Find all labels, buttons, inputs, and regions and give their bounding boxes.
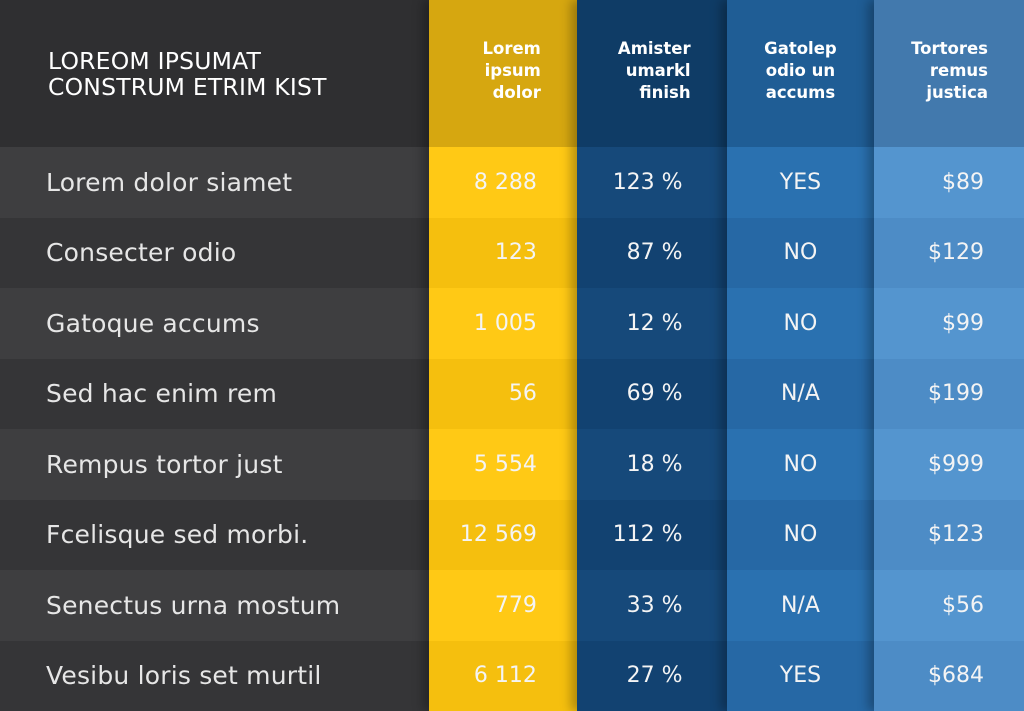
column-header: Lorem ipsum dolor bbox=[429, 0, 577, 147]
cell-value: 12 % bbox=[576, 288, 727, 359]
cell-value: 87 % bbox=[576, 217, 727, 288]
cell-value: N/A bbox=[726, 570, 875, 641]
column-header-line: ipsum bbox=[484, 61, 541, 80]
column-header: Tortores remus justica bbox=[874, 0, 1024, 147]
column-header: Amister umarkl finish bbox=[576, 0, 727, 147]
cell-value: 5 554 bbox=[429, 429, 577, 500]
table-title-line-2: CONSTRUM ETRIM KIST bbox=[48, 73, 327, 101]
cell-value: 33 % bbox=[576, 570, 727, 641]
row-label: Senectus urna mostum bbox=[0, 570, 430, 641]
cell-value: 27 % bbox=[576, 640, 727, 711]
row-label: Consecter odio bbox=[0, 217, 430, 288]
cell-value: 56 bbox=[429, 358, 577, 429]
cell-value: $89 bbox=[874, 147, 1024, 218]
column-header-line: umarkl bbox=[625, 61, 691, 80]
row-labels-column: LOREOM IPSUMAT CONSTRUM ETRIM KIST Lorem… bbox=[0, 0, 430, 711]
column-header-line: Tortores bbox=[911, 39, 988, 58]
cell-value: NO bbox=[726, 429, 875, 500]
cell-value: NO bbox=[726, 499, 875, 570]
column-gatolep-odio-un-accums: Gatolep odio un accums YES NO NO N/A NO … bbox=[726, 0, 875, 711]
cell-value: NO bbox=[726, 288, 875, 359]
cell-value: $123 bbox=[874, 499, 1024, 570]
row-label: Vesibu loris set murtil bbox=[0, 640, 430, 711]
cell-value: $129 bbox=[874, 217, 1024, 288]
cell-value: 18 % bbox=[576, 429, 727, 500]
row-label: Fcelisque sed morbi. bbox=[0, 499, 430, 570]
column-lorem-ipsum-dolor: Lorem ipsum dolor 8 288 123 1 005 56 5 5… bbox=[429, 0, 577, 711]
column-header-line: Amister bbox=[617, 39, 691, 58]
cell-value: YES bbox=[726, 147, 875, 218]
column-header-line: justica bbox=[926, 83, 988, 102]
cell-value: $56 bbox=[874, 570, 1024, 641]
column-header-line: dolor bbox=[492, 83, 541, 102]
column-header-line: Gatolep bbox=[764, 39, 837, 58]
column-tortores-remus-justica: Tortores remus justica $89 $129 $99 $199… bbox=[874, 0, 1024, 711]
cell-value: 8 288 bbox=[429, 147, 577, 218]
column-header-line: remus bbox=[929, 61, 988, 80]
cell-value: $199 bbox=[874, 358, 1024, 429]
cell-value: YES bbox=[726, 640, 875, 711]
cell-value: $99 bbox=[874, 288, 1024, 359]
cell-value: 123 % bbox=[576, 147, 727, 218]
table-title: LOREOM IPSUMAT CONSTRUM ETRIM KIST bbox=[0, 0, 430, 147]
cell-value: N/A bbox=[726, 358, 875, 429]
column-header: Gatolep odio un accums bbox=[726, 0, 875, 147]
cell-value: 6 112 bbox=[429, 640, 577, 711]
table-title-line-1: LOREOM IPSUMAT bbox=[48, 47, 262, 75]
cell-value: NO bbox=[726, 217, 875, 288]
row-label: Gatoque accums bbox=[0, 288, 430, 359]
cell-value: 1 005 bbox=[429, 288, 577, 359]
column-amister-umarkl-finish: Amister umarkl finish 123 % 87 % 12 % 69… bbox=[576, 0, 727, 711]
column-header-line: odio un bbox=[765, 61, 836, 80]
column-header-line: Lorem bbox=[482, 39, 541, 58]
row-label: Rempus tortor just bbox=[0, 429, 430, 500]
cell-value: 123 bbox=[429, 217, 577, 288]
column-header-line: finish bbox=[639, 83, 691, 102]
column-header-line: accums bbox=[765, 83, 836, 102]
cell-value: $999 bbox=[874, 429, 1024, 500]
cell-value: 779 bbox=[429, 570, 577, 641]
row-label: Lorem dolor siamet bbox=[0, 147, 430, 218]
cell-value: 12 569 bbox=[429, 499, 577, 570]
cell-value: $684 bbox=[874, 640, 1024, 711]
cell-value: 112 % bbox=[576, 499, 727, 570]
row-label: Sed hac enim rem bbox=[0, 358, 430, 429]
cell-value: 69 % bbox=[576, 358, 727, 429]
